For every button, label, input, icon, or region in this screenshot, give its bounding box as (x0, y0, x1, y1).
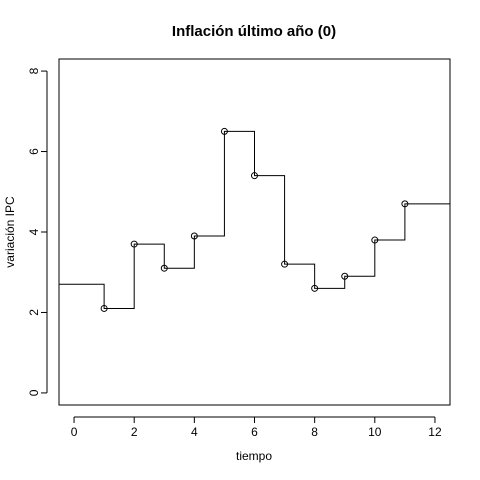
data-point (281, 260, 289, 268)
data-point (401, 200, 409, 208)
x-tick-label: 12 (428, 425, 442, 439)
x-tick-label: 6 (251, 425, 258, 439)
data-point (130, 240, 138, 248)
data-point (341, 272, 349, 280)
series-inflation (59, 127, 450, 312)
data-point (311, 284, 319, 292)
step-line (59, 130, 450, 309)
data-point (190, 232, 198, 240)
data-point (251, 172, 258, 180)
y-tick-label: 8 (27, 67, 41, 74)
y-tick-label: 2 (27, 309, 41, 316)
data-point (100, 304, 108, 312)
data-point (371, 236, 379, 244)
plot-area-frame (58, 58, 451, 406)
x-tick-label: 4 (191, 425, 198, 439)
x-tick-label: 10 (368, 425, 382, 439)
x-axis: 0 2 4 6 8 10 12 (71, 416, 442, 439)
data-point (160, 264, 168, 272)
y-axis: 0 2 4 6 8 (27, 67, 48, 396)
x-axis-label: tiempo (236, 449, 272, 463)
x-tick-label: 2 (131, 425, 138, 439)
chart-title: Inflación último año (0) (172, 23, 336, 40)
y-tick-label: 6 (27, 148, 41, 155)
y-tick-label: 4 (27, 228, 41, 235)
y-tick-label: 0 (27, 389, 41, 396)
x-tick-label: 0 (71, 425, 78, 439)
y-axis-label: variación IPC (3, 196, 17, 268)
x-tick-label: 8 (311, 425, 318, 439)
data-point (220, 127, 228, 135)
